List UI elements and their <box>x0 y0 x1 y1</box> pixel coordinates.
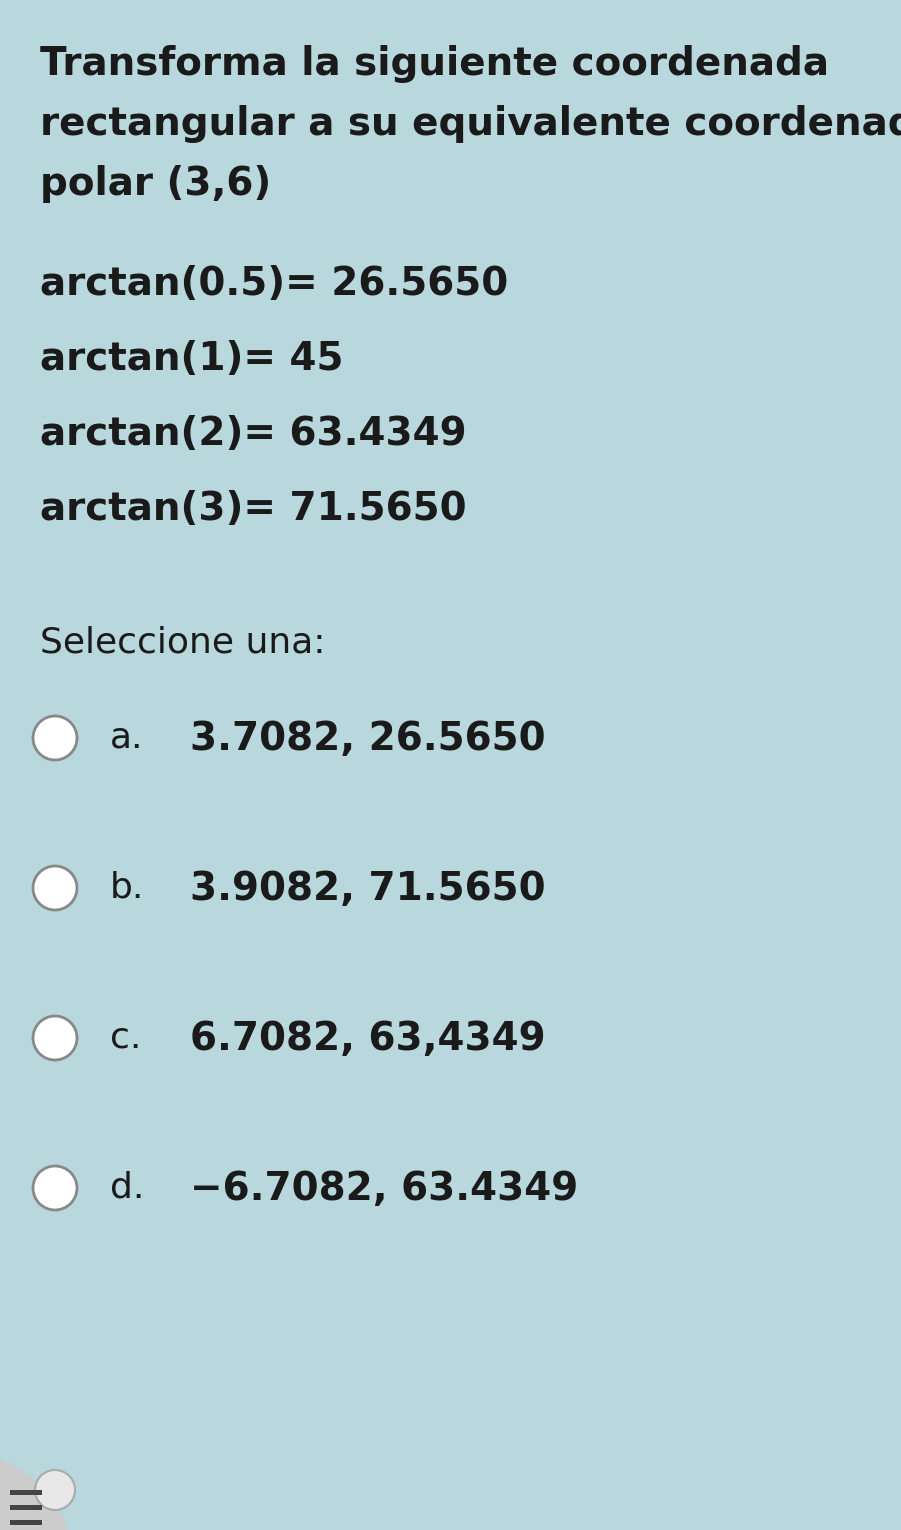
Circle shape <box>33 716 77 760</box>
Text: b.: b. <box>110 871 144 904</box>
Circle shape <box>33 866 77 910</box>
Text: arctan(0.5)= 26.5650: arctan(0.5)= 26.5650 <box>40 265 508 303</box>
Text: −6.7082, 63.4349: −6.7082, 63.4349 <box>190 1170 578 1209</box>
Text: arctan(2)= 63.4349: arctan(2)= 63.4349 <box>40 415 467 453</box>
Text: arctan(1)= 45: arctan(1)= 45 <box>40 340 343 378</box>
Text: 6.7082, 63,4349: 6.7082, 63,4349 <box>190 1021 546 1059</box>
Text: polar (3,6): polar (3,6) <box>40 165 271 203</box>
Circle shape <box>35 1470 75 1510</box>
Bar <box>10 1506 42 1510</box>
Circle shape <box>33 1016 77 1060</box>
Text: c.: c. <box>110 1021 141 1054</box>
Text: arctan(3)= 71.5650: arctan(3)= 71.5650 <box>40 490 467 528</box>
Bar <box>10 1519 42 1525</box>
Text: d.: d. <box>110 1170 144 1204</box>
Text: a.: a. <box>110 721 143 754</box>
Circle shape <box>0 1450 75 1530</box>
Text: 3.7082, 26.5650: 3.7082, 26.5650 <box>190 721 546 757</box>
Circle shape <box>33 1166 77 1210</box>
Text: Seleccione una:: Seleccione una: <box>40 624 325 659</box>
Text: rectangular a su equivalente coordenada: rectangular a su equivalente coordenada <box>40 106 901 142</box>
Text: 3.9082, 71.5650: 3.9082, 71.5650 <box>190 871 546 907</box>
Bar <box>10 1490 42 1495</box>
Text: Transforma la siguiente coordenada: Transforma la siguiente coordenada <box>40 44 829 83</box>
